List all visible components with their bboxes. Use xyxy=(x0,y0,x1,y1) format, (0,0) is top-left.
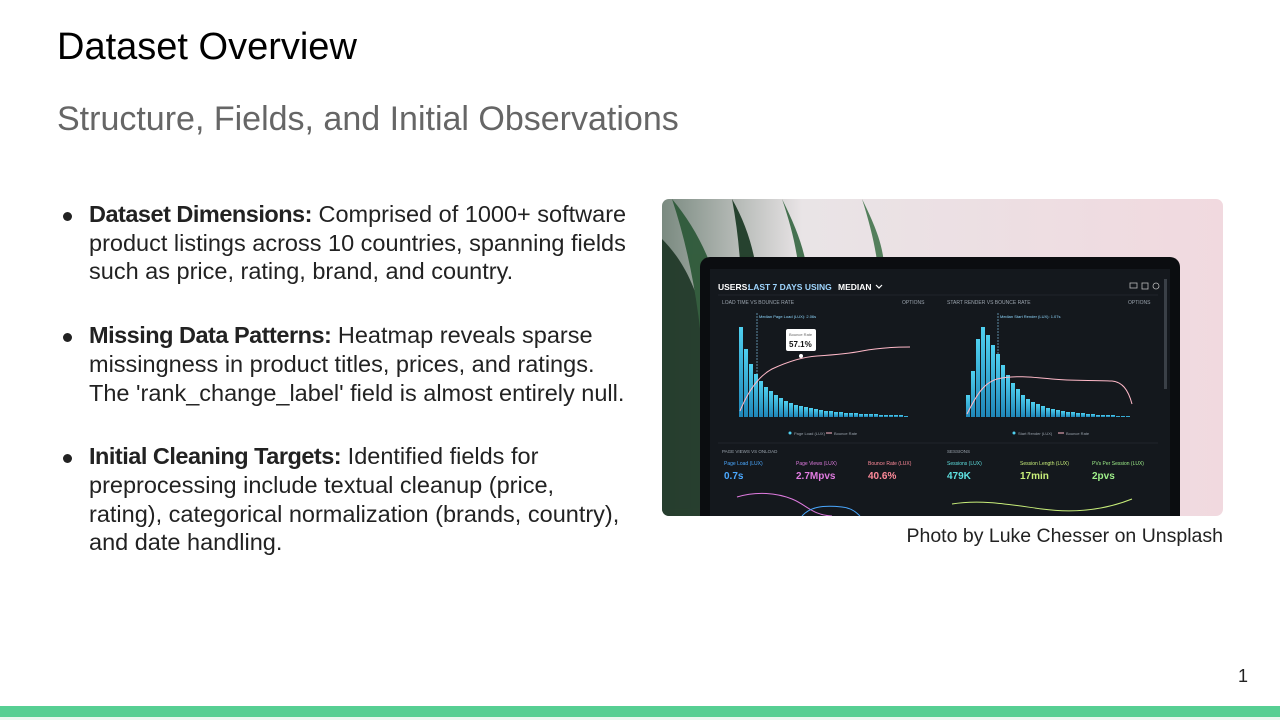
dashboard-header-method: MEDIAN xyxy=(838,282,872,292)
metric-value: 479K xyxy=(947,471,972,482)
bullet-item-missing-data: Missing Data Patterns: Heatmap reveals s… xyxy=(57,321,627,407)
metric-page-views: Page Views (LUX) 2.7Mpvs xyxy=(796,461,837,482)
bullet-text: Identified fields for preprocessing incl… xyxy=(89,443,620,556)
help-icon xyxy=(1152,282,1160,290)
panel-left-title: LOAD TIME VS BOUNCE RATE xyxy=(722,300,795,306)
panel-left-options: OPTIONS xyxy=(902,300,925,306)
bullet-text: Comprised of 1000+ software product list… xyxy=(89,201,627,285)
legend-left-a: Page Load (LUX) xyxy=(794,431,826,436)
metric-label: Bounce Rate (LUX) xyxy=(868,461,912,467)
dashboard-header-prefix: USERS: xyxy=(718,282,750,292)
right-bounce-line xyxy=(966,376,1133,415)
tooltip-label: Bounce Rate xyxy=(789,332,813,337)
metric-label: Page Load (LUX) xyxy=(724,461,763,467)
metric-label: PVs Per Session (LUX) xyxy=(1092,461,1144,467)
legend-left-b: Bounce Rate xyxy=(834,431,858,436)
bullet-dot-icon xyxy=(63,333,72,343)
metric-value: 2pvs xyxy=(1092,471,1115,482)
metric-label: Page Views (LUX) xyxy=(796,461,837,467)
legend-right-a: Start Render (LUX) xyxy=(1018,431,1053,436)
metric-value: 2.7Mpvs xyxy=(796,471,836,482)
metric-label: Sessions (LUX) xyxy=(947,461,982,467)
bullet-item-cleaning-targets: Initial Cleaning Targets: Identified fie… xyxy=(57,442,627,557)
metric-page-load: Page Load (LUX) 0.7s xyxy=(724,461,763,482)
bullet-heading: Missing Data Patterns: xyxy=(89,322,332,349)
tooltip-value: 57.1% xyxy=(789,340,812,349)
median-right-label: Median Start Render (LUX): 1.07s xyxy=(1000,314,1060,319)
page-number: 1 xyxy=(1237,666,1248,686)
metric-value: 40.6% xyxy=(868,471,896,482)
bullet-heading: Initial Cleaning Targets: xyxy=(89,443,342,470)
footer-accent-bar xyxy=(0,706,1280,720)
slide-title: Dataset Overview xyxy=(57,26,357,68)
metric-value: 0.7s xyxy=(724,471,744,482)
dashboard-header-period: LAST 7 DAYS USING xyxy=(748,282,832,292)
slide-subtitle: Structure, Fields, and Initial Observati… xyxy=(57,100,679,138)
panel-right-options: OPTIONS xyxy=(1128,300,1151,306)
metric-session-length: Session Length (LUX) 17min xyxy=(1020,461,1069,482)
panel-right-title: START RENDER VS BOUNCE RATE xyxy=(947,300,1031,306)
bullet-item-dimensions: Dataset Dimensions: Comprised of 1000+ s… xyxy=(57,200,627,286)
tooltip-box xyxy=(786,329,816,351)
metric-pvs-per-session: PVs Per Session (LUX) 2pvs xyxy=(1092,461,1144,482)
metric-value: 17min xyxy=(1020,471,1049,482)
chevron-down-icon xyxy=(875,284,883,289)
right-histogram xyxy=(966,327,1130,417)
median-left-label: Median Page Load (LUX): 2.06s xyxy=(759,314,816,319)
bullet-dot-icon xyxy=(63,212,72,221)
metric-bounce-rate: Bounce Rate (LUX) 40.6% xyxy=(868,461,912,482)
legend-right-b: Bounce Rate xyxy=(1066,431,1090,436)
metric-sessions: Sessions (LUX) 479K xyxy=(947,461,982,482)
metric-label: Session Length (LUX) xyxy=(1020,461,1069,467)
left-bounce-line xyxy=(739,346,911,412)
bottom-right-title: SESSIONS xyxy=(947,449,970,454)
bullet-list: Dataset Dimensions: Comprised of 1000+ s… xyxy=(57,200,627,592)
bullet-dot-icon xyxy=(63,454,72,464)
bottom-left-title: PAGE VIEWS VS ONLOAD xyxy=(722,449,778,454)
dashboard-photo: USERS: LAST 7 DAYS USING MEDIAN LOAD TIM… xyxy=(662,199,1223,516)
bullet-heading: Dataset Dimensions: xyxy=(89,201,312,227)
save-icon xyxy=(1141,282,1149,290)
monitor-icon xyxy=(1129,282,1138,289)
bullet-text: Heatmap reveals sparse missingness in pr… xyxy=(89,322,625,406)
photo-caption: Photo by Luke Chesser on Unsplash xyxy=(906,525,1223,547)
